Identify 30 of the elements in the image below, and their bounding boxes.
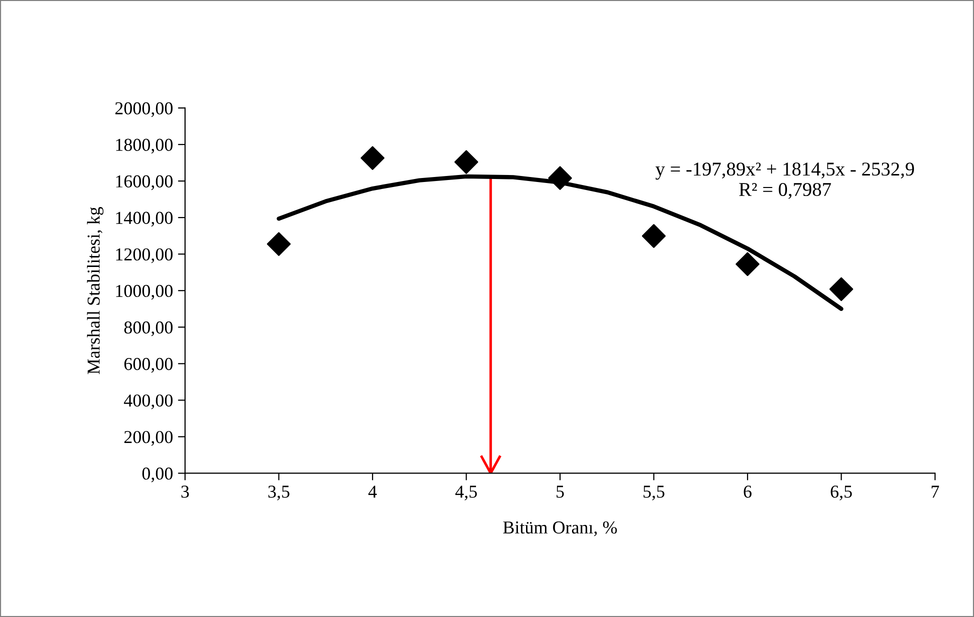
x-tick-label: 6,5 (830, 486, 852, 500)
y-tick-label: 1200,00 (116, 248, 173, 264)
point (548, 166, 572, 190)
point (736, 252, 760, 276)
annotation: y = -197,89x² + 1814,5x - 2532,9 R² = 0,7987 (656, 162, 914, 199)
y-tick-label: 0,00 (142, 467, 173, 482)
point (360, 146, 384, 170)
x-tick-label: 4 (368, 486, 377, 498)
y-tick-label: 1800,00 (116, 138, 173, 154)
y-tick-label: 600,00 (124, 358, 173, 373)
point (266, 232, 291, 256)
x-axis-title: Bitüm Oranı, % (503, 521, 617, 536)
y-tick-label: 200,00 (124, 430, 173, 446)
point (454, 150, 478, 174)
x-tick-label: 5,5 (644, 486, 664, 500)
x-tick-label: 6 (744, 486, 752, 498)
point (829, 277, 854, 302)
y-tick-label: 2000,00 (115, 102, 173, 118)
y-tick-label: 1600,00 (116, 175, 173, 190)
y-tick-label: 1000,00 (116, 284, 173, 300)
x-tick-label: 3,5 (268, 486, 290, 500)
x-tick-label: 7 (932, 486, 940, 498)
y-tick-label: 1400,00 (116, 212, 173, 227)
y-tick-label: 400,00 (124, 394, 173, 410)
x-tick-label: 3 (181, 486, 189, 498)
x-tick-label: 4,5 (455, 486, 477, 500)
y-axis-title: Marshall Stabilitesi, kg (87, 206, 104, 374)
point (642, 224, 666, 248)
x-tick-label: 5 (556, 486, 564, 498)
y-tick-label: 800,00 (124, 321, 173, 336)
